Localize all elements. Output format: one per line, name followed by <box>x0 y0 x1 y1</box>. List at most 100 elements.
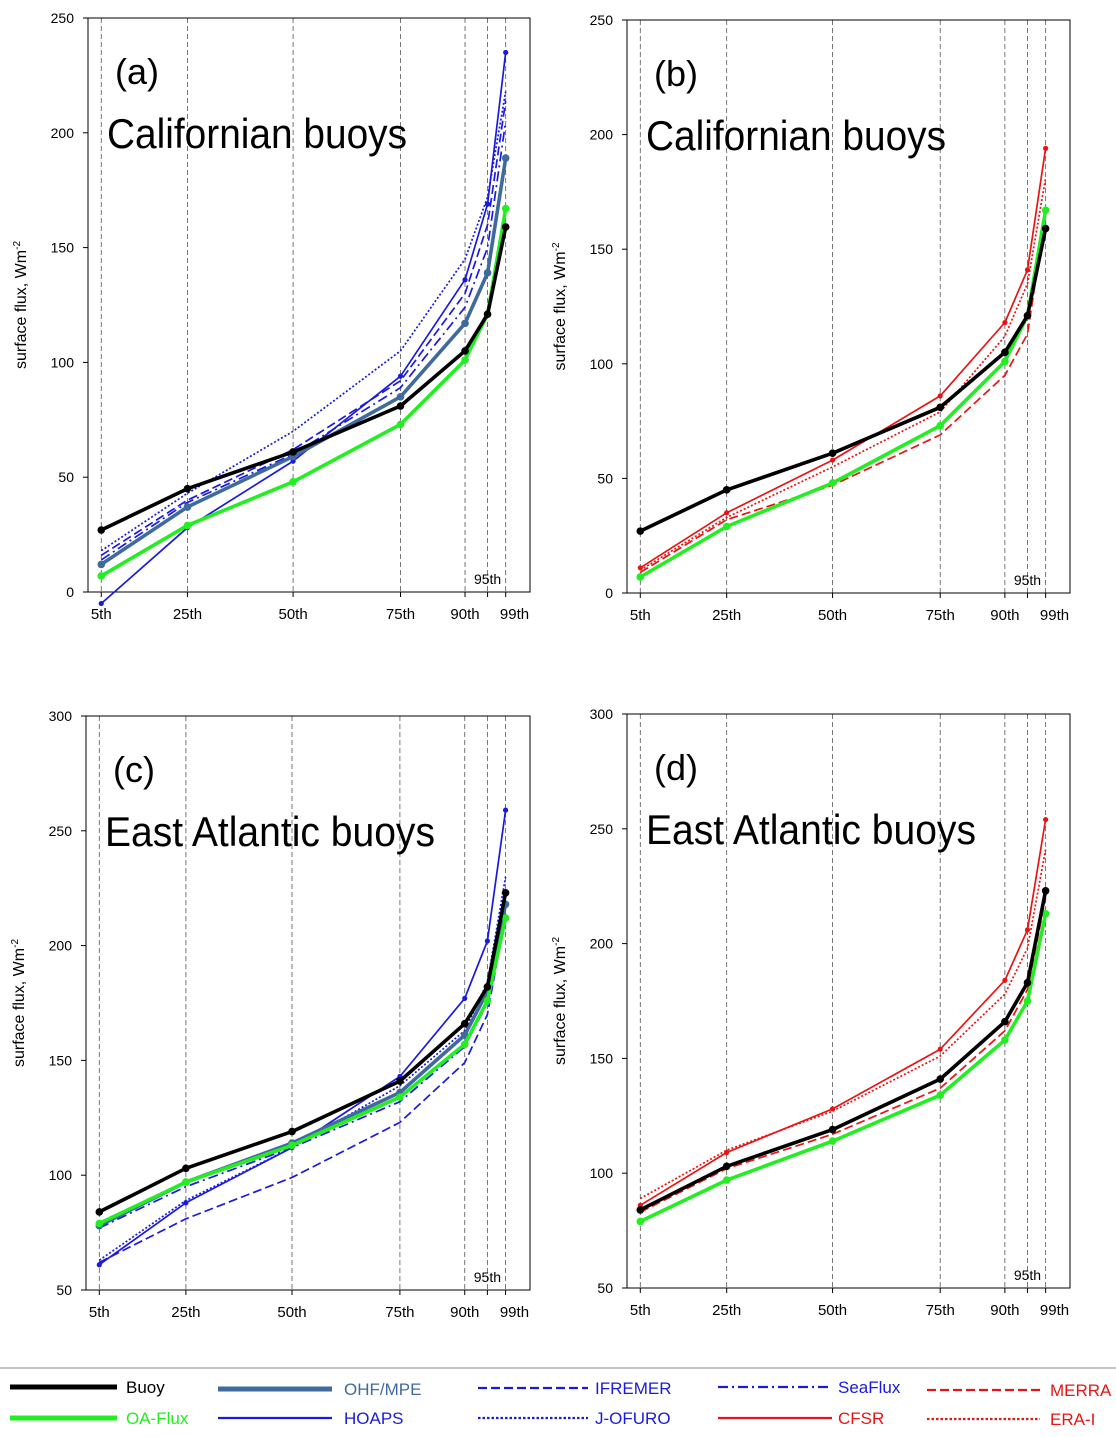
data-point <box>828 1125 837 1134</box>
data-point <box>636 1206 645 1214</box>
y-tick-label: 150 <box>590 1050 614 1066</box>
x-tick-label: 25th <box>712 1302 741 1319</box>
x-tick-label: 25th <box>171 1304 200 1321</box>
data-point <box>1043 145 1049 151</box>
series-line-oa-flux <box>100 208 508 578</box>
data-point <box>1002 319 1008 326</box>
x-tick-label: 99th <box>500 606 529 623</box>
data-point <box>1041 886 1050 895</box>
data-point <box>397 373 404 379</box>
data-point <box>97 526 106 534</box>
data-point <box>461 347 469 355</box>
y-axis-label: surface flux, Wm-2 <box>12 241 30 369</box>
data-point <box>636 573 645 581</box>
data-point <box>1041 206 1050 215</box>
x-tick-label: 90th <box>990 1302 1019 1319</box>
panel-title: East Atlantic buoys <box>105 808 435 855</box>
y-tick-label: 50 <box>58 469 74 485</box>
series-line-j-ofuro <box>98 876 507 1261</box>
series-line-seaflux <box>100 121 507 561</box>
data-point <box>461 356 469 364</box>
series-group <box>97 49 510 606</box>
legend-label-ifremer: IFREMER <box>595 1379 672 1398</box>
chart-panel-c: 50 100 150 200 250 300 5th 25th 50th 75th 90th 95th… <box>10 708 531 1321</box>
data-point <box>501 914 510 922</box>
data-point <box>936 403 945 412</box>
data-point <box>483 269 492 277</box>
legend-label-buoy: Buoy <box>126 1378 165 1397</box>
panel-title: Californian buoys <box>646 112 946 159</box>
y-axis-label: surface flux, Wm-2 <box>551 937 569 1065</box>
data-point <box>724 510 730 516</box>
y-tick-label: 200 <box>590 127 614 143</box>
legend-label-seaflux: SeaFlux <box>838 1378 901 1397</box>
data-point <box>722 1176 731 1184</box>
x-tick-label: 50th <box>818 1302 847 1319</box>
data-point <box>1002 977 1008 983</box>
series-group <box>95 807 510 1268</box>
data-point <box>722 522 731 531</box>
series-line-cfsr <box>639 148 1047 569</box>
data-point <box>828 449 837 457</box>
legend-label-cfsr: CFSR <box>838 1409 884 1428</box>
data-point <box>460 1019 469 1028</box>
data-point <box>288 1141 296 1150</box>
data-point <box>722 486 731 494</box>
legend: Buoy OA-Flux OHF/MPE HOAPS IFREMER J-OFURO Sea… <box>0 1367 1116 1429</box>
data-point <box>462 995 468 1002</box>
data-point <box>98 600 104 606</box>
data-point <box>1023 978 1032 987</box>
data-point <box>97 560 106 569</box>
data-point <box>183 484 192 493</box>
legend-label-hoaps: HOAPS <box>344 1409 404 1428</box>
data-point <box>97 572 106 580</box>
data-point <box>183 1200 189 1206</box>
x-tick-label: 99th <box>1040 1302 1069 1319</box>
data-point <box>1001 1036 1009 1044</box>
y-tick-label: 250 <box>51 10 75 26</box>
data-point <box>96 1262 102 1268</box>
y-tick-label: 150 <box>590 241 614 257</box>
y-tick-label: 300 <box>590 706 614 722</box>
y-tick-label: 100 <box>590 1165 614 1181</box>
y-tick-label: 50 <box>597 470 613 486</box>
data-point <box>462 277 468 283</box>
data-point <box>1001 357 1009 366</box>
series-group <box>636 145 1050 581</box>
x-tick-label: 99th <box>500 1304 529 1321</box>
data-point <box>396 1093 404 1101</box>
data-point <box>1001 348 1009 357</box>
y-tick-label: 50 <box>597 1280 613 1296</box>
panel-label: (d) <box>654 747 698 788</box>
series-line-ifremer <box>100 100 507 557</box>
data-point <box>501 204 510 213</box>
series-line-era-i <box>639 177 1047 571</box>
y-tick-label: 100 <box>49 1167 73 1183</box>
y-tick-label: 50 <box>56 1282 72 1298</box>
data-point <box>483 310 492 318</box>
y-tick-label: 250 <box>590 12 614 28</box>
x-tick-label: 5th <box>630 607 651 624</box>
x-tick-label: 5th <box>91 606 112 623</box>
data-point <box>722 1162 731 1171</box>
data-point <box>1024 927 1031 933</box>
data-point <box>936 1091 945 1099</box>
data-point <box>501 888 510 897</box>
x-tick-label: 95th <box>1014 572 1041 588</box>
data-point <box>1041 224 1050 233</box>
y-axis-label: surface flux, Wm-2 <box>551 242 569 370</box>
x-tick-label: 75th <box>926 1302 955 1319</box>
y-tick-label: 100 <box>51 354 75 370</box>
data-point <box>1043 817 1049 823</box>
data-point <box>483 996 492 1005</box>
series-line-ohf-mpe <box>98 903 508 1228</box>
y-axis-label: surface flux, Wm-2 <box>10 939 28 1067</box>
data-point <box>183 503 192 511</box>
data-point <box>637 565 643 571</box>
data-point <box>501 223 510 231</box>
chart-panel-b: 0 50 100 150 200 250 5th 25th 50th 75th 90th 95th 99… <box>551 12 1071 624</box>
data-point <box>724 1149 730 1156</box>
panel-label: (b) <box>654 53 698 94</box>
data-point <box>484 938 490 944</box>
data-point <box>396 393 405 401</box>
